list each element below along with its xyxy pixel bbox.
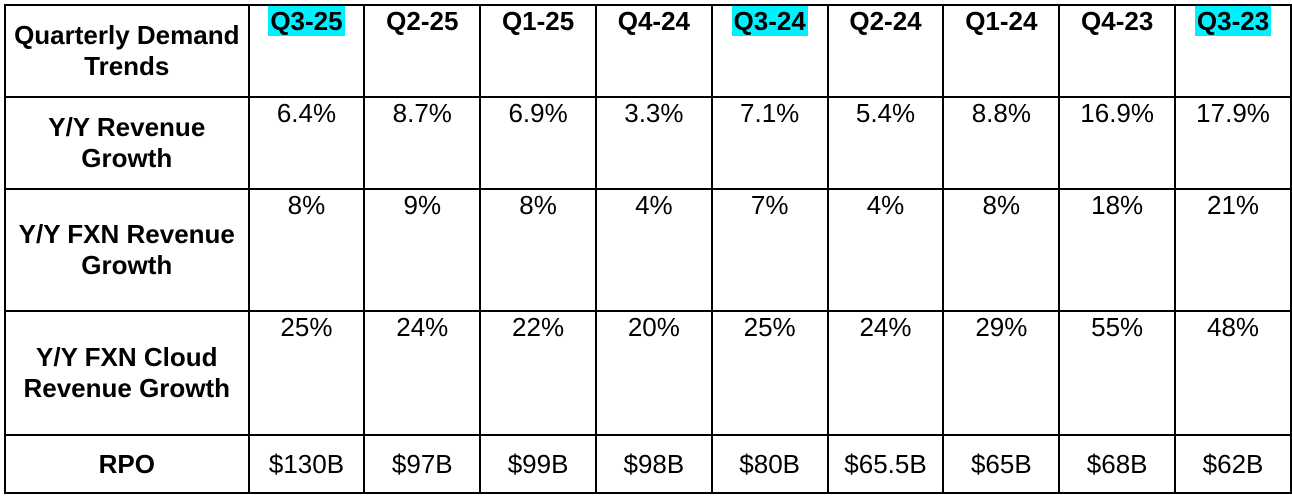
table-cell: $65B <box>942 434 1061 494</box>
column-header-label: Q2-25 <box>386 6 459 36</box>
table-cell: 22% <box>479 310 597 436</box>
column-header-q4-23: Q4-23 <box>1058 4 1177 98</box>
table-cell: 21% <box>1174 188 1292 312</box>
table-cell: 3.3% <box>594 96 713 190</box>
table-cell: 20% <box>594 310 713 436</box>
table-cell: 7.1% <box>710 96 829 190</box>
table-cell: 7% <box>710 188 829 312</box>
column-header-label: Q4-23 <box>1081 6 1154 36</box>
table-cell: 25% <box>247 310 366 436</box>
column-header-q2-24: Q2-24 <box>826 4 945 98</box>
column-header-label: Q1-25 <box>501 6 575 36</box>
table-cell: 4% <box>594 188 713 312</box>
table-cell: 6.4% <box>247 96 366 190</box>
table-cell: 5.4% <box>826 96 945 190</box>
table-cell: 4% <box>826 188 945 312</box>
table-cell: 8.7% <box>363 96 482 190</box>
demand-trends-table: Quarterly Demand Trends Q3-25 Q2-25 Q1-25 Q4… <box>4 4 1292 494</box>
table-cell: 8% <box>247 188 366 312</box>
column-header-q4-24: Q4-24 <box>594 4 713 98</box>
table-cell: 55% <box>1058 310 1177 436</box>
table-cell: 17.9% <box>1174 96 1292 190</box>
table-cell: 6.9% <box>479 96 597 190</box>
column-header-label: Q4-24 <box>617 6 690 36</box>
row-label: Y/Y FXN Cloud Revenue Growth <box>4 310 250 436</box>
row-label: Y/Y Revenue Growth <box>4 96 250 190</box>
column-header-label: Q3-23 <box>1194 6 1272 36</box>
table-cell: 8.8% <box>942 96 1061 190</box>
table-cell: 25% <box>710 310 829 436</box>
table-row-yy-revenue-growth: Y/Y Revenue Growth 6.4% 8.7% 6.9% 3.3% 7.1% 5.… <box>4 96 1292 190</box>
table-cell: 24% <box>363 310 482 436</box>
corner-label: Quarterly Demand Trends <box>4 4 250 98</box>
row-label: RPO <box>4 434 250 494</box>
column-header-label: Q3-24 <box>731 6 808 36</box>
table-row-yy-fxn-revenue-growth: Y/Y FXN Revenue Growth 8% 9% 8% 4% 7% 4% 8% 18% 2… <box>4 188 1292 312</box>
table-row-yy-fxn-cloud-revenue-growth: Y/Y FXN Cloud Revenue Growth 25% 24% 22% 20%… <box>4 310 1292 436</box>
table-cell: $97B <box>363 434 482 494</box>
table-cell: $99B <box>479 434 597 494</box>
table-cell: 48% <box>1174 310 1292 436</box>
table-cell: $80B <box>710 434 829 494</box>
column-header-q2-25: Q2-25 <box>363 4 482 98</box>
table-cell: 24% <box>826 310 945 436</box>
table-cell: $68B <box>1058 434 1177 494</box>
column-header-label: Q1-24 <box>965 6 1038 36</box>
table-cell: $130B <box>247 434 366 494</box>
column-header-q3-25: Q3-25 <box>247 4 366 98</box>
column-header-q3-24: Q3-24 <box>710 4 829 98</box>
table-cell: 18% <box>1058 188 1177 312</box>
table-cell: $62B <box>1174 434 1292 494</box>
row-label: Y/Y FXN Revenue Growth <box>4 188 250 312</box>
table-cell: 16.9% <box>1058 96 1177 190</box>
column-header-label: Q2-24 <box>849 6 922 36</box>
table-cell: 8% <box>942 188 1061 312</box>
demand-trends-table-wrapper: Quarterly Demand Trends Q3-25 Q2-25 Q1-25 Q4… <box>4 4 1292 494</box>
table-cell: 9% <box>363 188 482 312</box>
column-header-label: Q3-25 <box>268 6 345 36</box>
column-header-q3-23: Q3-23 <box>1174 4 1292 98</box>
table-cell: $98B <box>594 434 713 494</box>
table-cell: 8% <box>479 188 597 312</box>
column-header-q1-25: Q1-25 <box>479 4 597 98</box>
table-cell: $65.5B <box>826 434 945 494</box>
table-row-rpo: RPO $130B $97B $99B $98B $80B $65.5B $65B $68B $6… <box>4 434 1292 494</box>
table-cell: 29% <box>942 310 1061 436</box>
column-header-q1-24: Q1-24 <box>942 4 1061 98</box>
table-header-row: Quarterly Demand Trends Q3-25 Q2-25 Q1-25 Q4… <box>4 4 1292 98</box>
